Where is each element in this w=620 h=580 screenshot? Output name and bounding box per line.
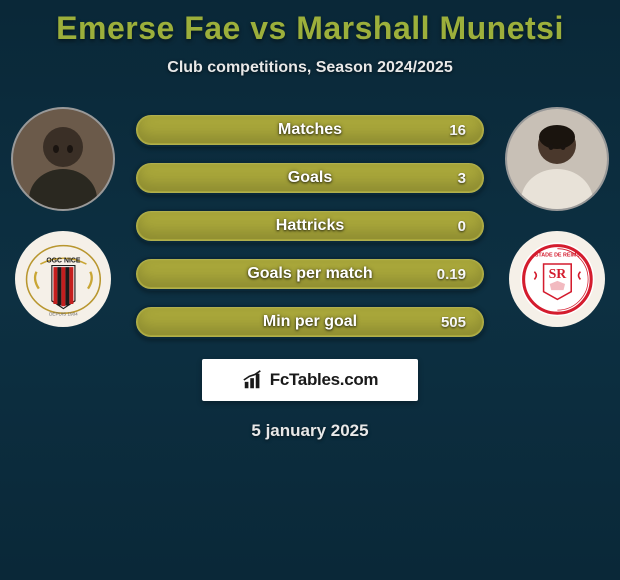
stat-right-value: 505 xyxy=(436,314,466,331)
svg-text:DEPUIS 1904: DEPUIS 1904 xyxy=(49,311,78,316)
stat-right-value: 3 xyxy=(436,170,466,187)
stat-right-value: 16 xyxy=(436,122,466,139)
stade-reims-logo-icon: STADE DE REIMS SR xyxy=(519,241,596,318)
club-right-logo: STADE DE REIMS SR xyxy=(509,231,605,327)
page-subtitle: Club competitions, Season 2024/2025 xyxy=(0,59,620,77)
stat-label: Min per goal xyxy=(263,313,357,331)
stat-label: Goals xyxy=(288,169,332,187)
ogc-nice-logo-icon: OGC NICE DEPUIS 1904 xyxy=(25,241,102,318)
stat-label: Goals per match xyxy=(247,265,372,283)
stats-column: Matches 16 Goals 3 Hattricks 0 Goals per… xyxy=(118,107,502,339)
stat-label: Matches xyxy=(278,121,342,139)
page-title: Emerse Fae vs Marshall Munetsi xyxy=(0,10,620,47)
stat-row-goals: Goals 3 xyxy=(134,161,486,195)
stat-right-value: 0 xyxy=(436,218,466,235)
chart-icon xyxy=(242,369,264,391)
main-row: OGC NICE DEPUIS 1904 Matches 16 xyxy=(0,107,620,339)
avatar-placeholder-icon xyxy=(13,109,113,209)
svg-text:SR: SR xyxy=(548,265,567,280)
right-player-column: STADE DE REIMS SR xyxy=(502,107,612,327)
stat-row-hattricks: Hattricks 0 xyxy=(134,209,486,243)
stat-row-matches: Matches 16 xyxy=(134,113,486,147)
stat-row-goals-per-match: Goals per match 0.19 xyxy=(134,257,486,291)
player-right-avatar xyxy=(505,107,609,211)
club-left-logo: OGC NICE DEPUIS 1904 xyxy=(15,231,111,327)
comparison-card: Emerse Fae vs Marshall Munetsi Club comp… xyxy=(0,0,620,451)
player-left-avatar xyxy=(11,107,115,211)
svg-text:STADE DE REIMS: STADE DE REIMS xyxy=(534,252,580,258)
brand-badge[interactable]: FcTables.com xyxy=(202,359,418,401)
brand-text: FcTables.com xyxy=(270,370,379,390)
svg-text:OGC NICE: OGC NICE xyxy=(46,257,81,264)
stat-right-value: 0.19 xyxy=(436,266,466,283)
footer-date: 5 january 2025 xyxy=(0,421,620,441)
stat-label: Hattricks xyxy=(276,217,344,235)
avatar-placeholder-icon xyxy=(507,109,607,209)
stat-row-min-per-goal: Min per goal 505 xyxy=(134,305,486,339)
left-player-column: OGC NICE DEPUIS 1904 xyxy=(8,107,118,327)
